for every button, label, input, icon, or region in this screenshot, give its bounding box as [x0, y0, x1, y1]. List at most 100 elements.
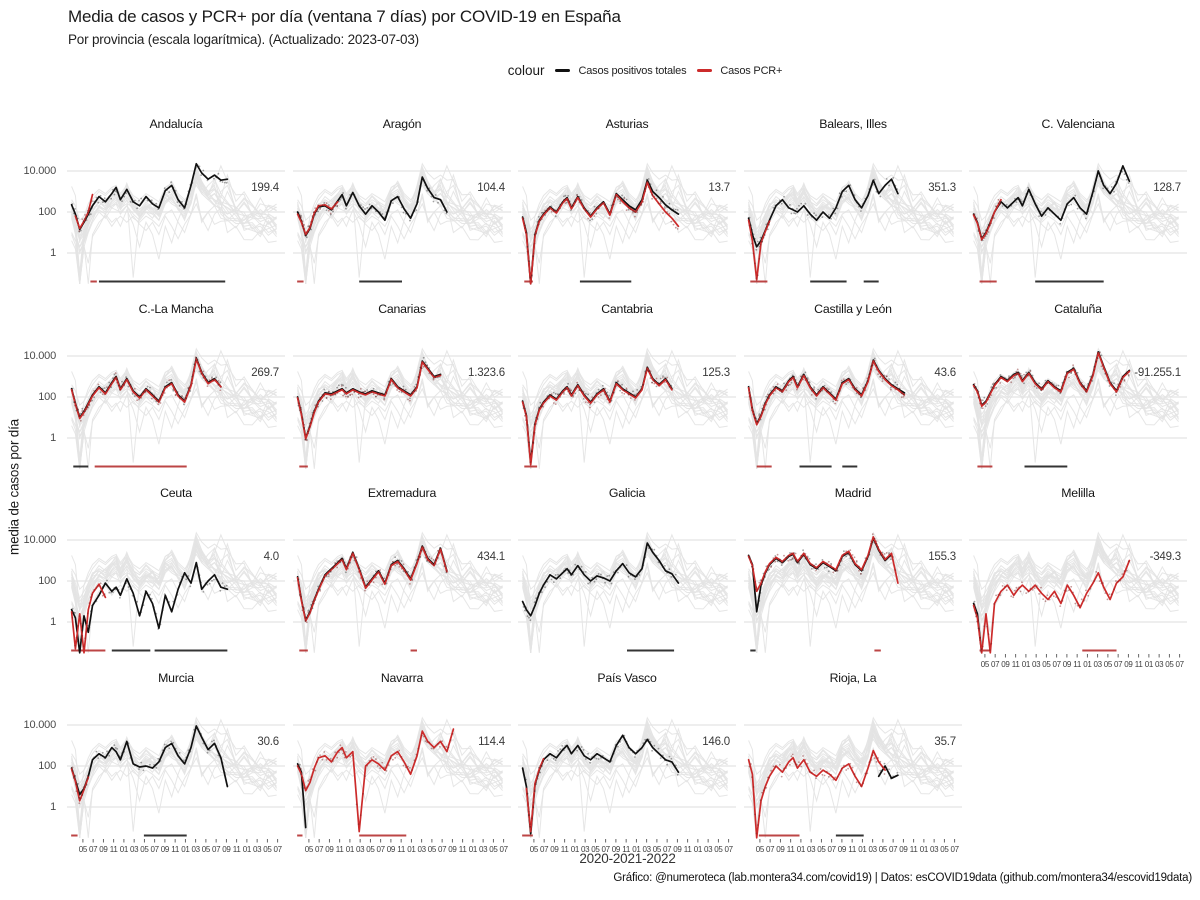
svg-text:07: 07 — [1175, 660, 1184, 669]
svg-text:11: 11 — [459, 845, 468, 854]
legend-item-positivos: Casos positivos totales — [555, 64, 687, 77]
facet-title: C.-La Mancha — [138, 302, 214, 316]
facet-title: Galicia — [608, 486, 646, 500]
svg-text:09: 09 — [1001, 660, 1010, 669]
facet-value-label: 35.7 — [934, 736, 956, 748]
svg-text:07: 07 — [1114, 660, 1123, 669]
svg-text:11: 11 — [110, 845, 119, 854]
facet-plot — [744, 531, 962, 653]
svg-text:01: 01 — [920, 845, 929, 854]
page-title: Media de casos y PCR+ por día (ventana 7… — [68, 7, 621, 26]
facet-title: País Vasco — [597, 671, 657, 685]
facet-plot — [969, 347, 1187, 469]
x-axis-title: 2020-2021-2022 — [579, 851, 676, 866]
svg-text:03: 03 — [1032, 660, 1041, 669]
svg-text:03: 03 — [1155, 660, 1164, 669]
svg-text:09: 09 — [776, 845, 785, 854]
legend-item-label: Casos PCR+ — [720, 64, 783, 77]
svg-text:05: 05 — [1165, 660, 1174, 669]
svg-text:03: 03 — [130, 845, 139, 854]
y-tick-label: 1 — [50, 801, 56, 813]
facet-title: Asturias — [605, 117, 649, 131]
facet-plot — [518, 347, 736, 469]
svg-text:05: 05 — [817, 845, 826, 854]
svg-text:11: 11 — [684, 845, 693, 854]
svg-text:07: 07 — [950, 845, 959, 854]
facet-plot: 05 07 09 11 01 03 05 07 09 11 01 03 05 07 09 11 01 03 05 07 — [293, 716, 511, 854]
svg-text:05: 05 — [428, 845, 437, 854]
svg-text:09: 09 — [222, 845, 231, 854]
facet-value-label: 146.0 — [702, 736, 730, 748]
svg-text:07: 07 — [766, 845, 775, 854]
svg-text:05: 05 — [981, 660, 990, 669]
facet-plot — [969, 162, 1187, 284]
facet-value-label: 1.323.6 — [468, 367, 505, 379]
svg-text:03: 03 — [356, 845, 365, 854]
facet-title: Castilla y León — [814, 302, 892, 316]
svg-text:01: 01 — [694, 845, 703, 854]
svg-text:03: 03 — [704, 845, 713, 854]
legend: colour Casos positivos totales Casos PCR… — [90, 63, 1200, 78]
svg-text:03: 03 — [191, 845, 200, 854]
chart-caption: Gráfico: @numeroteca (lab.montera34.com/… — [613, 872, 1192, 884]
facet-title: Andalucía — [149, 117, 203, 131]
facet-pais-vasco: País Vasco 05 07 09 11 01 03 05 07 09 11 01 03 05 07 09… — [516, 671, 738, 857]
svg-text:01: 01 — [797, 845, 806, 854]
facet-plot — [518, 162, 736, 285]
facet-title: Murcia — [158, 671, 194, 685]
facet-title: Aragón — [382, 117, 422, 131]
svg-text:07: 07 — [89, 845, 98, 854]
facet-balears-illes: Balears, Illes 351.3 — [742, 117, 964, 303]
svg-text:03: 03 — [253, 845, 262, 854]
svg-text:03: 03 — [807, 845, 816, 854]
svg-text:05: 05 — [489, 845, 498, 854]
svg-text:07: 07 — [150, 845, 159, 854]
svg-text:05: 05 — [305, 845, 314, 854]
facet-title: C. Valenciana — [1041, 117, 1115, 131]
y-tick-label: 100 — [38, 760, 56, 772]
svg-text:03: 03 — [868, 845, 877, 854]
facet-canarias: Canarias 1.323.6 — [291, 302, 513, 488]
facet-aragon: Aragón 104.4 — [291, 117, 513, 303]
svg-text:09: 09 — [325, 845, 334, 854]
svg-text:07: 07 — [376, 845, 385, 854]
svg-text:07: 07 — [889, 845, 898, 854]
facet-plot: 05 07 09 11 01 03 05 07 09 11 01 03 05 07 09 11 01 03 05 07 — [744, 716, 962, 854]
svg-text:05: 05 — [1104, 660, 1113, 669]
svg-text:01: 01 — [1145, 660, 1154, 669]
svg-text:11: 11 — [171, 845, 180, 854]
y-tick-label: 100 — [38, 391, 56, 403]
svg-text:09: 09 — [161, 845, 170, 854]
svg-text:01: 01 — [571, 845, 580, 854]
svg-text:07: 07 — [315, 845, 324, 854]
facet-title: Extremadura — [367, 486, 437, 500]
svg-text:03: 03 — [581, 845, 590, 854]
svg-text:09: 09 — [448, 845, 457, 854]
svg-text:11: 11 — [910, 845, 919, 854]
red-line-swatch-icon — [697, 69, 713, 72]
svg-text:03: 03 — [1093, 660, 1102, 669]
svg-text:11: 11 — [561, 845, 570, 854]
facet-value-label: 114.4 — [478, 736, 505, 748]
svg-text:01: 01 — [632, 845, 641, 854]
facet-plot — [67, 347, 285, 469]
y-tick-label: 100 — [38, 575, 56, 587]
svg-text:05: 05 — [653, 845, 662, 854]
svg-text:05: 05 — [79, 845, 88, 854]
svg-text:09: 09 — [550, 845, 559, 854]
svg-text:01: 01 — [181, 845, 190, 854]
svg-text:07: 07 — [663, 845, 672, 854]
svg-text:11: 11 — [622, 845, 631, 854]
facet-title: Rioja, La — [829, 671, 877, 685]
facet-rioja-la: Rioja, La 05 07 09 11 01 03 05 07 09 11 01 03 05 07 09 1… — [742, 671, 964, 857]
svg-text:05: 05 — [714, 845, 723, 854]
svg-text:11: 11 — [1012, 660, 1021, 669]
facet-title: Cantabria — [601, 302, 653, 316]
svg-text:01: 01 — [120, 845, 129, 854]
facet-cataluna: Cataluña -91.255.1 — [967, 302, 1189, 488]
legend-item-label: Casos positivos totales — [578, 64, 687, 77]
facet-plot: 05 07 09 11 01 03 05 07 09 11 01 03 05 07 09 11 01 03 05 07 — [969, 531, 1187, 669]
facet-title: Navarra — [380, 671, 424, 685]
facet-andalucia: Andalucía 199.4 — [65, 117, 287, 303]
